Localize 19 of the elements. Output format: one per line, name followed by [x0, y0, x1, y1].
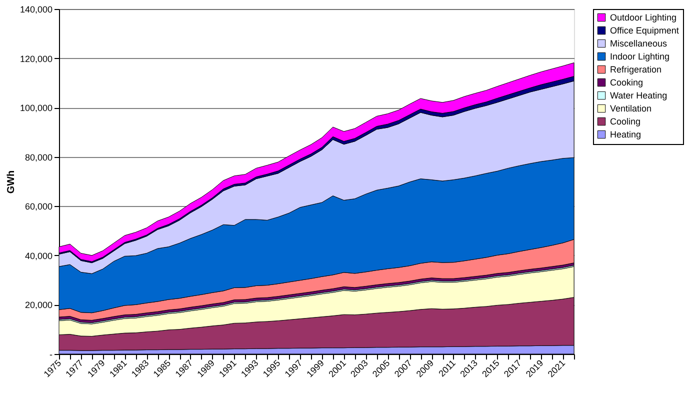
y-tick-label: 40,000 — [24, 250, 52, 261]
legend-label: Cooking — [610, 78, 644, 88]
legend-label: Cooling — [610, 116, 641, 126]
y-tick-label: 80,000 — [24, 152, 52, 162]
legend-label: Heating — [610, 130, 642, 140]
y-tick-label: 140,000 — [20, 4, 52, 14]
y-tick-label: 120,000 — [20, 54, 52, 64]
legend-label: Refrigeration — [610, 64, 662, 74]
y-tick-label: 60,000 — [24, 202, 52, 212]
legend-label: Ventilation — [610, 104, 652, 114]
y-tick-label: - — [50, 350, 52, 360]
legend-label: Miscellaneous — [610, 38, 668, 48]
legend-label: Indoor Lighting — [610, 52, 670, 62]
y-tick-label: 20,000 — [24, 300, 52, 310]
y-tick-label: 100,000 — [20, 103, 52, 114]
legend-label: Outdoor Lighting — [610, 12, 677, 22]
legend-label: Office Equipment — [610, 26, 680, 36]
y-axis-title: GWh — [6, 170, 17, 194]
legend-label: Water Heating — [610, 90, 668, 100]
